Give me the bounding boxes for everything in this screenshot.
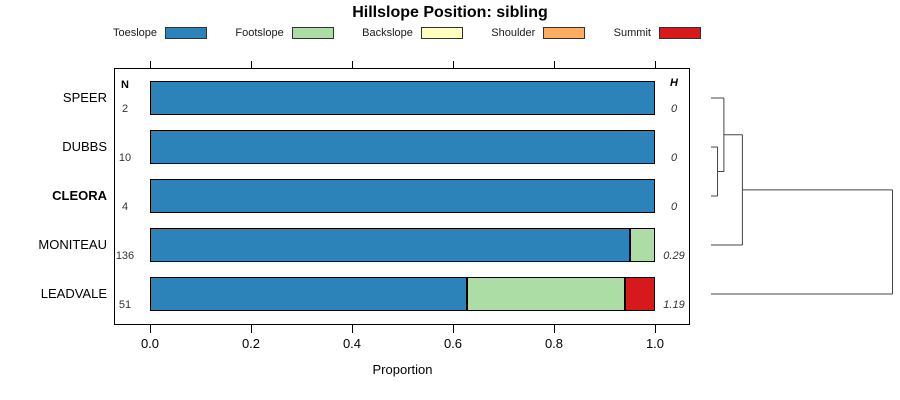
axis-tick-top bbox=[150, 61, 151, 68]
axis-tick-top bbox=[352, 61, 353, 68]
stacked-bar bbox=[150, 277, 655, 311]
n-value: 4 bbox=[121, 201, 129, 213]
legend-label: Toeslope bbox=[113, 26, 158, 39]
axis-tick-top bbox=[554, 61, 555, 68]
bar-segment-summit bbox=[625, 277, 655, 311]
row-label-dubbs: DUBBS bbox=[62, 139, 107, 154]
legend-label: Backslope bbox=[362, 26, 413, 39]
axis-tick-top bbox=[453, 61, 454, 68]
axis-tick-top bbox=[251, 61, 252, 68]
legend: Toeslope Footslope Backslope Shoulder Summit bbox=[113, 25, 701, 40]
legend-label: Summit bbox=[613, 26, 651, 39]
axis-tick-label: 1.0 bbox=[645, 336, 665, 351]
row-label-speer: SPEER bbox=[62, 90, 107, 105]
row-label-cleora: CLEORA bbox=[52, 188, 107, 203]
bar-segment-toeslope bbox=[150, 277, 467, 311]
h-value: 0 bbox=[670, 103, 678, 115]
n-value: 51 bbox=[118, 299, 132, 311]
h-value: 0.29 bbox=[663, 250, 685, 262]
axis-tick-top bbox=[655, 61, 656, 68]
row-label-moniteau: MONITEAU bbox=[38, 237, 107, 252]
bar-segment-footslope bbox=[629, 228, 655, 262]
legend-swatch bbox=[165, 26, 208, 39]
stacked-bar bbox=[150, 130, 655, 164]
n-value: 2 bbox=[121, 103, 129, 115]
h-value: 1.19 bbox=[663, 299, 685, 311]
row-label-leadvale: LEADVALE bbox=[40, 286, 107, 301]
axis-tick-bottom bbox=[453, 325, 454, 333]
legend-item: Shoulder bbox=[491, 26, 586, 39]
stacked-bar bbox=[150, 81, 655, 115]
bar-segment-toeslope bbox=[150, 228, 630, 262]
h-value: 0 bbox=[670, 201, 678, 213]
legend-swatch bbox=[543, 26, 586, 39]
axis-tick-bottom bbox=[554, 325, 555, 333]
axis-tick-label: 0.0 bbox=[140, 336, 160, 351]
n-column-header: N bbox=[121, 79, 129, 91]
n-value: 136 bbox=[115, 250, 135, 262]
axis-tick-bottom bbox=[150, 325, 151, 333]
axis-tick-label: 0.4 bbox=[342, 336, 362, 351]
legend-swatch bbox=[658, 26, 701, 39]
stacked-bar bbox=[150, 228, 655, 262]
bar-segment-footslope bbox=[466, 277, 626, 311]
stacked-bar bbox=[150, 179, 655, 213]
bar-segment-toeslope bbox=[150, 130, 655, 164]
bar-segment-toeslope bbox=[150, 81, 655, 115]
legend-swatch bbox=[291, 26, 334, 39]
n-value: 10 bbox=[118, 152, 132, 164]
x-axis-title: Proportion bbox=[372, 362, 433, 377]
legend-label: Footslope bbox=[235, 26, 284, 39]
axis-tick-bottom bbox=[251, 325, 252, 333]
h-value: 0 bbox=[670, 152, 678, 164]
axis-tick-bottom bbox=[352, 325, 353, 333]
legend-label: Shoulder bbox=[491, 26, 536, 39]
axis-tick-label: 0.8 bbox=[544, 336, 564, 351]
legend-swatch bbox=[420, 26, 463, 39]
legend-item: Toeslope bbox=[113, 26, 208, 39]
legend-item: Footslope bbox=[235, 26, 334, 39]
axis-tick-label: 0.6 bbox=[443, 336, 463, 351]
legend-item: Backslope bbox=[362, 26, 463, 39]
chart-title: Hillslope Position: sibling bbox=[352, 4, 548, 21]
bar-segment-toeslope bbox=[150, 179, 655, 213]
h-column-header: H bbox=[670, 77, 678, 89]
plot-area bbox=[114, 68, 690, 325]
legend-item: Summit bbox=[613, 26, 701, 39]
axis-tick-bottom bbox=[655, 325, 656, 333]
axis-tick-label: 0.2 bbox=[241, 336, 261, 351]
